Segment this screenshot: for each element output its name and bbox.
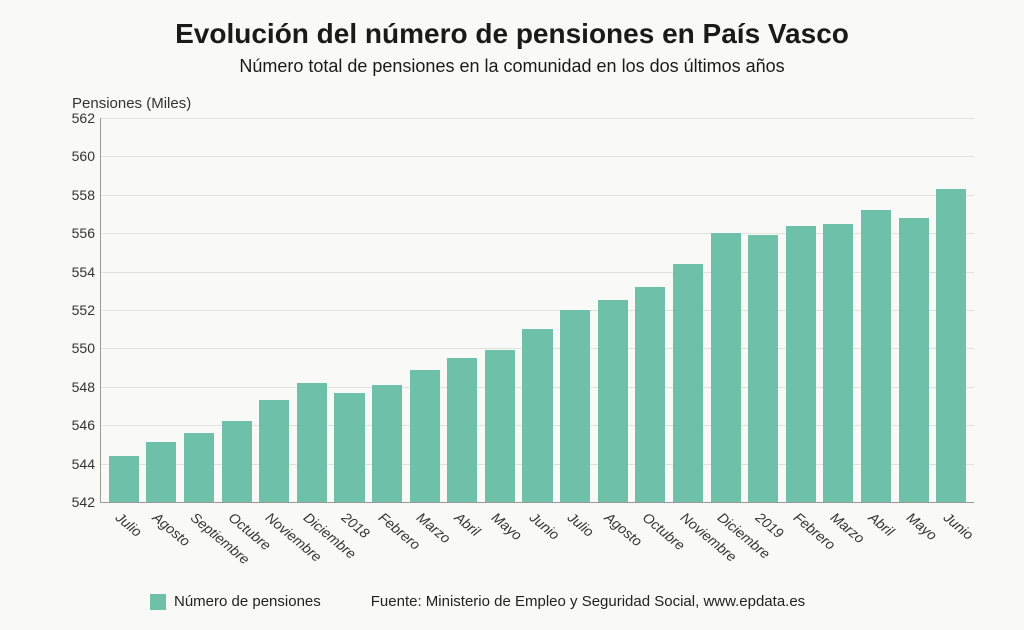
x-label-slot: Agosto — [594, 503, 632, 593]
bar — [861, 210, 891, 502]
x-label-slot: Noviembre — [669, 503, 707, 593]
x-label-slot: 2018 — [330, 503, 368, 593]
x-label-slot: Diciembre — [707, 503, 745, 593]
y-tick: 542 — [61, 494, 95, 510]
bar-slot — [293, 118, 331, 502]
bar — [334, 393, 364, 502]
x-label-slot: Agosto — [142, 503, 180, 593]
bar-slot — [519, 118, 557, 502]
y-tick: 544 — [61, 456, 95, 472]
x-label-slot: Noviembre — [255, 503, 293, 593]
x-label-slot: Abril — [443, 503, 481, 593]
bar-slot — [782, 118, 820, 502]
source-label: Fuente: Ministerio de Empleo y Seguridad… — [371, 593, 805, 610]
bar — [485, 350, 515, 502]
bar — [711, 233, 741, 502]
y-tick: 552 — [61, 302, 95, 318]
y-tick: 556 — [61, 225, 95, 241]
x-label-slot: Mayo — [895, 503, 933, 593]
x-label-slot: Junio — [518, 503, 556, 593]
y-tick: 550 — [61, 340, 95, 356]
chart-title: Evolución del número de pensiones en Paí… — [30, 18, 994, 50]
bar-slot — [594, 118, 632, 502]
x-label-slot: Octubre — [217, 503, 255, 593]
bar-slot — [331, 118, 369, 502]
bar-slot — [895, 118, 933, 502]
bar-slot — [744, 118, 782, 502]
x-label-slot: Marzo — [819, 503, 857, 593]
bar-slot — [932, 118, 970, 502]
legend-swatch — [150, 594, 166, 610]
y-tick: 560 — [61, 148, 95, 164]
bar — [259, 400, 289, 502]
bar-slot — [669, 118, 707, 502]
x-label-slot: Junio — [932, 503, 970, 593]
bar — [184, 433, 214, 502]
x-tick-label: Abril — [451, 509, 483, 539]
x-tick-label: Junio — [941, 509, 977, 543]
bar-slot — [406, 118, 444, 502]
bar — [635, 287, 665, 502]
legend-label: Número de pensiones — [174, 593, 321, 610]
x-label-slot: Febrero — [782, 503, 820, 593]
bar-slot — [481, 118, 519, 502]
bar — [748, 235, 778, 502]
bar — [109, 456, 139, 502]
y-tick: 562 — [61, 110, 95, 126]
bar-slot — [556, 118, 594, 502]
x-label-slot: Febrero — [368, 503, 406, 593]
x-label-slot: Julio — [104, 503, 142, 593]
x-label-slot: Marzo — [405, 503, 443, 593]
x-axis-labels: JulioAgostoSeptiembreOctubreNoviembreDic… — [100, 503, 974, 593]
bar-slot — [707, 118, 745, 502]
x-label-slot: Julio — [556, 503, 594, 593]
y-tick: 554 — [61, 264, 95, 280]
bar — [297, 383, 327, 502]
legend: Número de pensiones — [150, 593, 321, 610]
bar-chart: Evolución del número de pensiones en Paí… — [0, 0, 1024, 630]
x-tick-label: Abril — [866, 509, 898, 539]
bar-slot — [820, 118, 858, 502]
bar-slot — [857, 118, 895, 502]
bar — [410, 370, 440, 502]
bar — [598, 300, 628, 502]
bar — [522, 329, 552, 502]
bar — [786, 226, 816, 502]
bar-slot — [255, 118, 293, 502]
y-tick: 558 — [61, 187, 95, 203]
bar — [372, 385, 402, 502]
bar — [222, 421, 252, 502]
x-label-slot: 2019 — [744, 503, 782, 593]
bar — [673, 264, 703, 502]
bar-slot — [180, 118, 218, 502]
x-label-slot: Diciembre — [292, 503, 330, 593]
bar — [936, 189, 966, 502]
bar-slot — [143, 118, 181, 502]
bar-slot — [443, 118, 481, 502]
bar-slot — [218, 118, 256, 502]
y-axis-label: Pensiones (Miles) — [72, 95, 994, 112]
chart-subtitle: Número total de pensiones en la comunida… — [30, 56, 994, 77]
bar-slot — [632, 118, 670, 502]
plot-area: 542544546548550552554556558560562 — [100, 118, 974, 503]
bar — [560, 310, 590, 502]
bar — [146, 442, 176, 502]
x-label-slot: Abril — [857, 503, 895, 593]
bar — [447, 358, 477, 502]
x-tick-label: Julio — [564, 509, 596, 540]
bar — [899, 218, 929, 502]
x-tick-label: Julio — [113, 509, 145, 540]
bars-group — [101, 118, 974, 502]
x-label-slot: Mayo — [481, 503, 519, 593]
chart-footer: Número de pensiones Fuente: Ministerio d… — [150, 593, 994, 610]
y-tick: 546 — [61, 417, 95, 433]
x-label-slot: Septiembre — [179, 503, 217, 593]
bar-slot — [368, 118, 406, 502]
x-label-slot: Octubre — [631, 503, 669, 593]
bar-slot — [105, 118, 143, 502]
y-tick: 548 — [61, 379, 95, 395]
bar — [823, 224, 853, 502]
